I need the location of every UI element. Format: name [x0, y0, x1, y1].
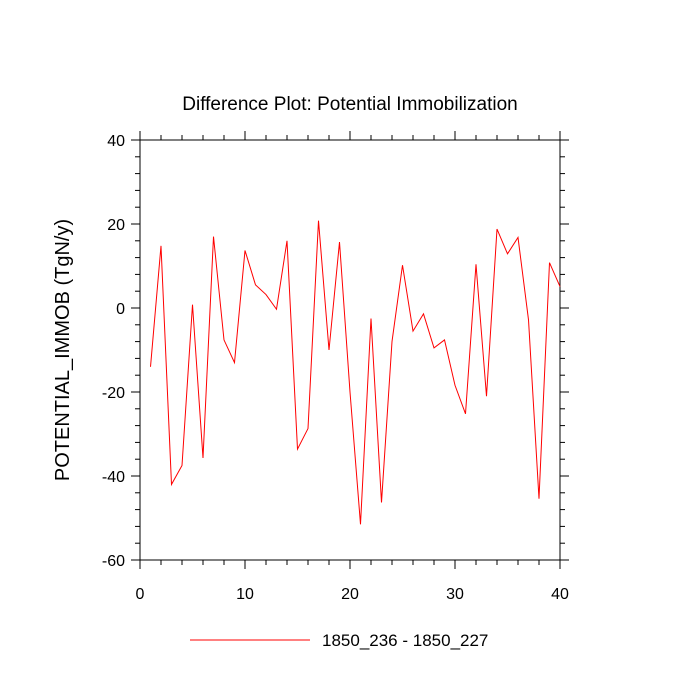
- tick-labels: 0 10 20 30 40 -60 -40 -20 0 20 40: [102, 133, 569, 603]
- data-point: [496, 228, 497, 229]
- data-point: [507, 253, 508, 254]
- data-point: [265, 294, 266, 295]
- data-point: [360, 524, 361, 525]
- x-tick-label: 20: [341, 586, 359, 603]
- y-tick-label: 40: [107, 133, 125, 150]
- series-line: [150, 220, 561, 525]
- y-tick-label: 20: [107, 217, 125, 234]
- data-point: [391, 341, 392, 342]
- y-axis-label: POTENTIAL_IMMOB (TgN/y): [52, 219, 74, 481]
- data-point: [339, 241, 340, 242]
- series-layer: [150, 220, 561, 525]
- chart-title: Difference Plot: Potential Immobilizatio…: [182, 94, 517, 115]
- data-point: [454, 385, 455, 386]
- data-point: [297, 449, 298, 450]
- data-point: [276, 309, 277, 310]
- data-point: [486, 396, 487, 397]
- data-point: [349, 391, 350, 392]
- data-point: [370, 318, 371, 319]
- data-point: [192, 304, 193, 305]
- data-point: [528, 319, 529, 320]
- legend: 1850_236 - 1850_227: [190, 631, 488, 650]
- y-tick-label: -20: [102, 385, 125, 402]
- y-tick-label: -60: [102, 553, 125, 570]
- data-point: [318, 220, 319, 221]
- data-point: [202, 457, 203, 458]
- legend-label: 1850_236 - 1850_227: [322, 631, 488, 650]
- x-tick-label: 0: [136, 586, 145, 603]
- data-point: [234, 362, 235, 363]
- data-point: [328, 349, 329, 350]
- data-point: [402, 265, 403, 266]
- data-point: [444, 339, 445, 340]
- data-point: [559, 286, 560, 287]
- y-tick-label: 0: [116, 301, 125, 318]
- data-point: [255, 284, 256, 285]
- data-point: [381, 502, 382, 503]
- data-point: [517, 237, 518, 238]
- plot-frame: [139, 139, 561, 561]
- data-point: [286, 240, 287, 241]
- data-point: [181, 465, 182, 466]
- data-point: [538, 498, 539, 499]
- data-point: [307, 428, 308, 429]
- data-point: [433, 347, 434, 348]
- data-point: [465, 413, 466, 414]
- data-point: [213, 236, 214, 237]
- axes: [139, 139, 561, 561]
- data-point: [244, 250, 245, 251]
- x-tick-label: 40: [551, 586, 569, 603]
- y-tick-label: -40: [102, 469, 125, 486]
- data-point: [223, 339, 224, 340]
- tick-marks: [131, 131, 569, 569]
- x-tick-label: 10: [236, 586, 254, 603]
- data-point: [475, 264, 476, 265]
- data-point: [160, 245, 161, 246]
- x-tick-label: 30: [446, 586, 464, 603]
- data-point: [423, 313, 424, 314]
- data-point: [549, 262, 550, 263]
- data-point: [150, 366, 151, 367]
- data-point: [171, 484, 172, 485]
- data-point: [412, 331, 413, 332]
